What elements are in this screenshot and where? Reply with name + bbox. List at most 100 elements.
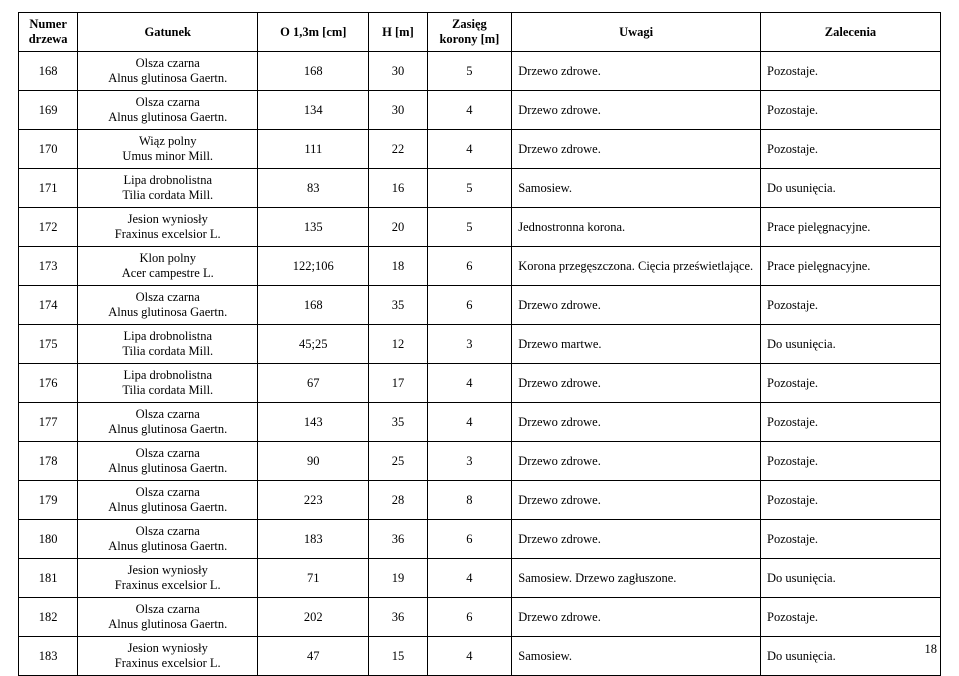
- cell-zas: 4: [427, 364, 512, 403]
- col-header-h: H [m]: [369, 13, 427, 52]
- cell-o: 71: [258, 559, 369, 598]
- cell-num: 170: [19, 130, 78, 169]
- cell-o: 47: [258, 637, 369, 676]
- gat-pl: Wiąz polny: [139, 134, 196, 148]
- table-row: 173Klon polnyAcer campestre L.122;106186…: [19, 247, 941, 286]
- cell-gat: Jesion wyniosłyFraxinus excelsior L.: [78, 637, 258, 676]
- cell-zas: 8: [427, 481, 512, 520]
- cell-uw: Drzewo zdrowe.: [512, 403, 761, 442]
- cell-num: 172: [19, 208, 78, 247]
- gat-lat: Fraxinus excelsior L.: [115, 227, 221, 241]
- cell-h: 19: [369, 559, 427, 598]
- table-row: 176Lipa drobnolistnaTilia cordata Mill.6…: [19, 364, 941, 403]
- gat-lat: Tilia cordata Mill.: [122, 344, 213, 358]
- cell-zas: 6: [427, 247, 512, 286]
- document-page: Numerdrzewa Gatunek O 1,3m [cm] H [m] Za…: [0, 0, 959, 663]
- tree-table: Numerdrzewa Gatunek O 1,3m [cm] H [m] Za…: [18, 12, 941, 676]
- gat-lat: Alnus glutinosa Gaertn.: [108, 71, 227, 85]
- cell-h: 18: [369, 247, 427, 286]
- gat-lat: Alnus glutinosa Gaertn.: [108, 461, 227, 475]
- cell-uw: Samosiew.: [512, 169, 761, 208]
- gat-pl: Jesion wyniosły: [128, 212, 208, 226]
- table-row: 182Olsza czarnaAlnus glutinosa Gaertn.20…: [19, 598, 941, 637]
- col-header-zas: Zasięgkorony [m]: [427, 13, 512, 52]
- cell-zal: Pozostaje.: [761, 364, 941, 403]
- cell-h: 30: [369, 52, 427, 91]
- cell-h: 28: [369, 481, 427, 520]
- table-head: Numerdrzewa Gatunek O 1,3m [cm] H [m] Za…: [19, 13, 941, 52]
- cell-zal: Prace pielęgnacyjne.: [761, 247, 941, 286]
- gat-pl: Jesion wyniosły: [128, 641, 208, 655]
- cell-h: 35: [369, 403, 427, 442]
- cell-gat: Olsza czarnaAlnus glutinosa Gaertn.: [78, 403, 258, 442]
- table-body: 168Olsza czarnaAlnus glutinosa Gaertn.16…: [19, 52, 941, 676]
- gat-lat: Tilia cordata Mill.: [122, 188, 213, 202]
- gat-pl: Jesion wyniosły: [128, 563, 208, 577]
- cell-num: 181: [19, 559, 78, 598]
- cell-h: 22: [369, 130, 427, 169]
- table-row: 171Lipa drobnolistnaTilia cordata Mill.8…: [19, 169, 941, 208]
- cell-uw: Drzewo zdrowe.: [512, 442, 761, 481]
- cell-gat: Klon polnyAcer campestre L.: [78, 247, 258, 286]
- cell-gat: Olsza czarnaAlnus glutinosa Gaertn.: [78, 442, 258, 481]
- cell-gat: Olsza czarnaAlnus glutinosa Gaertn.: [78, 520, 258, 559]
- cell-zas: 5: [427, 52, 512, 91]
- cell-h: 36: [369, 598, 427, 637]
- gat-lat: Alnus glutinosa Gaertn.: [108, 617, 227, 631]
- cell-uw: Drzewo zdrowe.: [512, 520, 761, 559]
- cell-zas: 3: [427, 325, 512, 364]
- cell-gat: Lipa drobnolistnaTilia cordata Mill.: [78, 169, 258, 208]
- gat-lat: Alnus glutinosa Gaertn.: [108, 305, 227, 319]
- gat-lat: Alnus glutinosa Gaertn.: [108, 500, 227, 514]
- cell-h: 17: [369, 364, 427, 403]
- cell-uw: Korona przegęszczona. Cięcia prześwietla…: [512, 247, 761, 286]
- cell-zas: 5: [427, 169, 512, 208]
- cell-o: 135: [258, 208, 369, 247]
- cell-o: 223: [258, 481, 369, 520]
- cell-zas: 5: [427, 208, 512, 247]
- gat-lat: Umus minor Mill.: [122, 149, 213, 163]
- gat-pl: Olsza czarna: [136, 290, 200, 304]
- cell-zal: Pozostaje.: [761, 598, 941, 637]
- table-row: 183Jesion wyniosłyFraxinus excelsior L.4…: [19, 637, 941, 676]
- cell-num: 174: [19, 286, 78, 325]
- col-header-num: Numerdrzewa: [19, 13, 78, 52]
- table-row: 170Wiąz polnyUmus minor Mill.111224Drzew…: [19, 130, 941, 169]
- cell-num: 173: [19, 247, 78, 286]
- cell-num: 182: [19, 598, 78, 637]
- gat-lat: Tilia cordata Mill.: [122, 383, 213, 397]
- cell-num: 176: [19, 364, 78, 403]
- cell-uw: Drzewo zdrowe.: [512, 364, 761, 403]
- cell-num: 177: [19, 403, 78, 442]
- cell-zas: 4: [427, 91, 512, 130]
- cell-zas: 4: [427, 403, 512, 442]
- cell-o: 111: [258, 130, 369, 169]
- cell-uw: Drzewo zdrowe.: [512, 130, 761, 169]
- cell-zal: Pozostaje.: [761, 403, 941, 442]
- gat-lat: Fraxinus excelsior L.: [115, 578, 221, 592]
- gat-pl: Lipa drobnolistna: [123, 368, 212, 382]
- cell-gat: Lipa drobnolistnaTilia cordata Mill.: [78, 325, 258, 364]
- cell-zal: Pozostaje.: [761, 91, 941, 130]
- gat-pl: Olsza czarna: [136, 407, 200, 421]
- cell-h: 35: [369, 286, 427, 325]
- cell-uw: Drzewo zdrowe.: [512, 91, 761, 130]
- cell-h: 15: [369, 637, 427, 676]
- table-row: 175Lipa drobnolistnaTilia cordata Mill.4…: [19, 325, 941, 364]
- col-header-num-line1: Numer: [29, 17, 67, 31]
- cell-h: 25: [369, 442, 427, 481]
- cell-h: 30: [369, 91, 427, 130]
- cell-zal: Do usunięcia.: [761, 325, 941, 364]
- table-row: 179Olsza czarnaAlnus glutinosa Gaertn.22…: [19, 481, 941, 520]
- table-row: 174Olsza czarnaAlnus glutinosa Gaertn.16…: [19, 286, 941, 325]
- cell-gat: Jesion wyniosłyFraxinus excelsior L.: [78, 559, 258, 598]
- gat-lat: Alnus glutinosa Gaertn.: [108, 422, 227, 436]
- cell-h: 20: [369, 208, 427, 247]
- page-number: 18: [925, 642, 938, 657]
- cell-gat: Wiąz polnyUmus minor Mill.: [78, 130, 258, 169]
- col-header-num-line2: drzewa: [29, 32, 68, 46]
- cell-uw: Drzewo zdrowe.: [512, 286, 761, 325]
- gat-lat: Acer campestre L.: [122, 266, 214, 280]
- cell-num: 180: [19, 520, 78, 559]
- cell-gat: Olsza czarnaAlnus glutinosa Gaertn.: [78, 91, 258, 130]
